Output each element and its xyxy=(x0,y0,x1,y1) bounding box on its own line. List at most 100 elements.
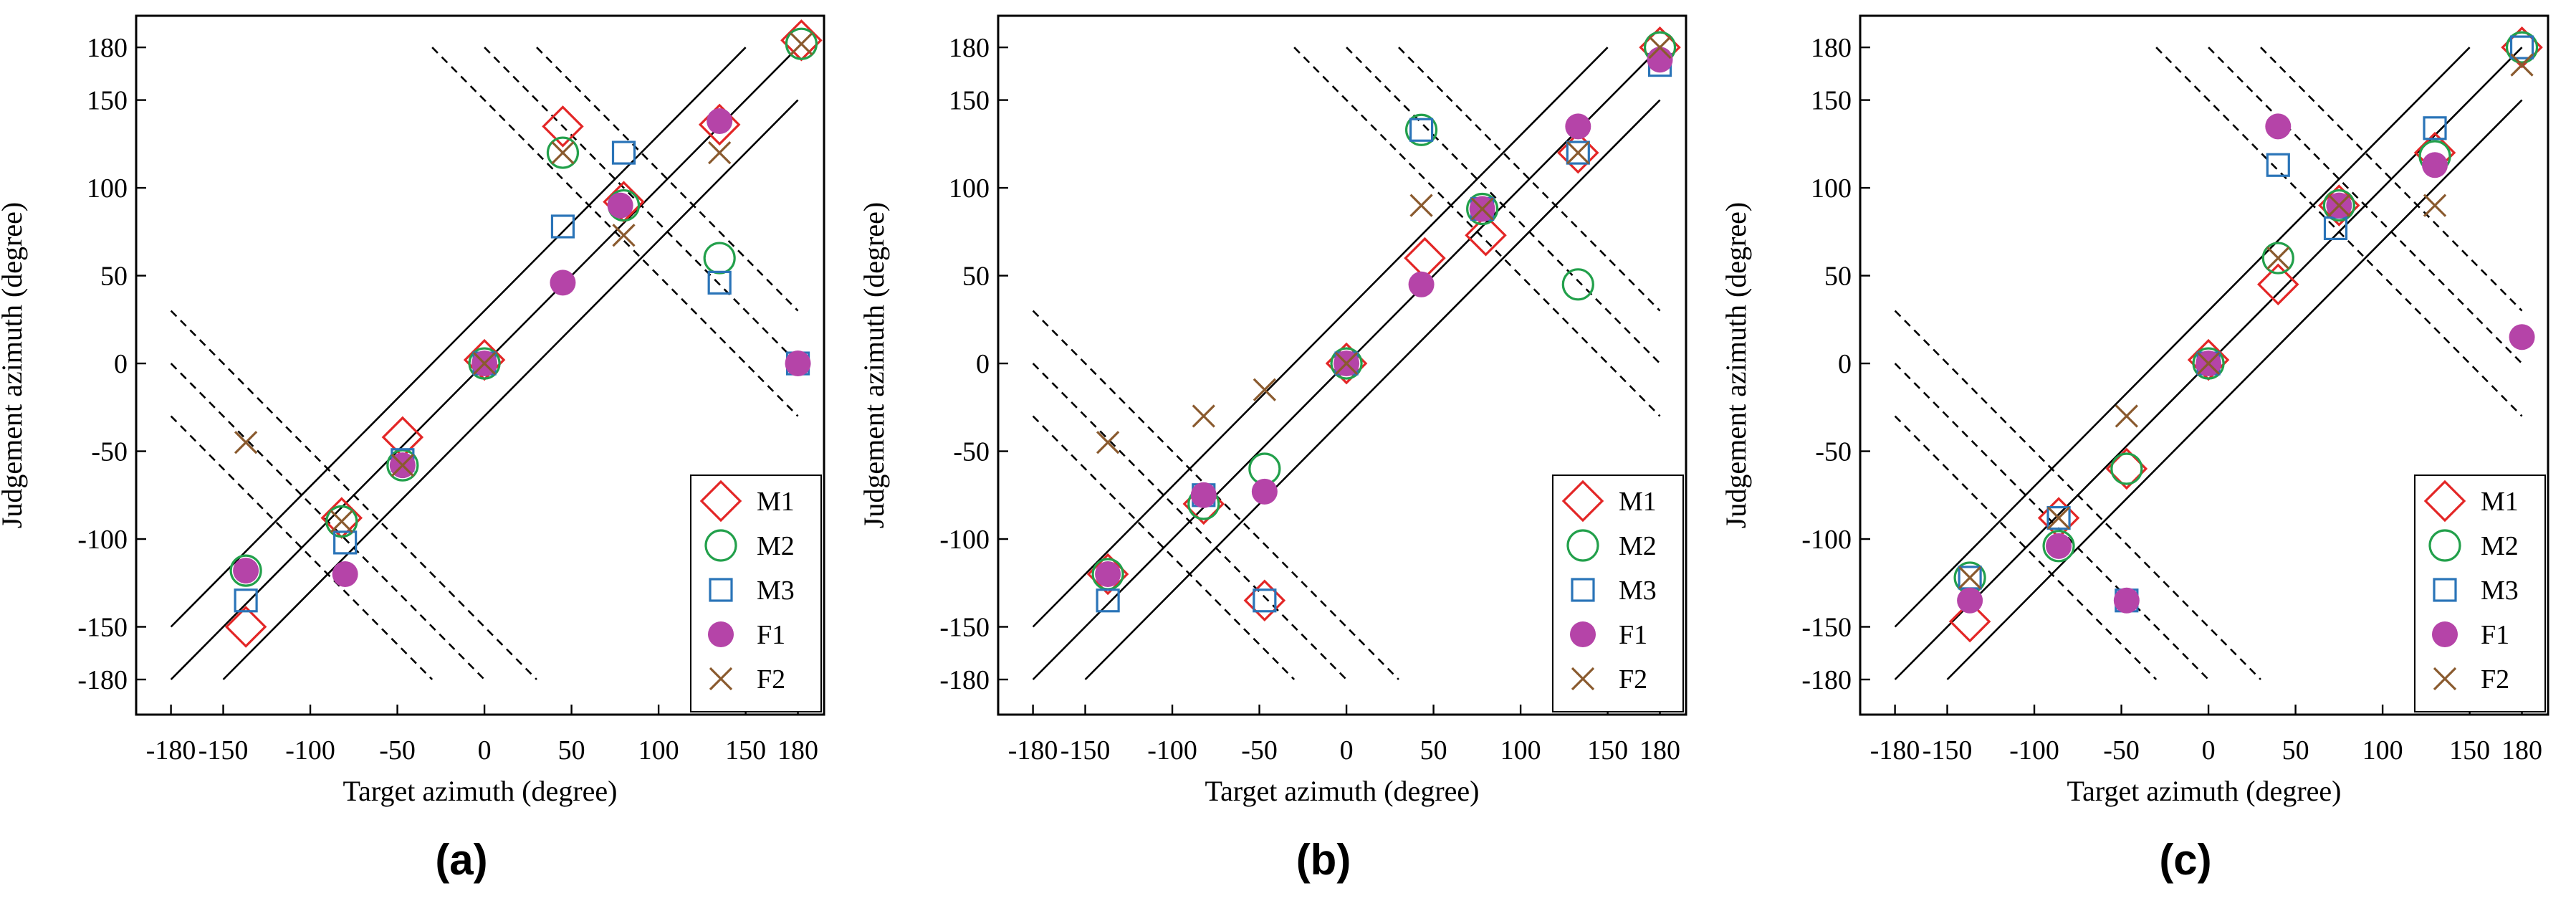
legend-label-f1: F1 xyxy=(2481,620,2509,650)
legend-label-f1: F1 xyxy=(757,620,785,650)
data-point-m2 xyxy=(785,27,818,60)
dashed-reference-line-8 xyxy=(2260,47,2523,312)
data-point-f2-stroke-2 xyxy=(1096,431,1120,454)
data-point-f2-stroke-2 xyxy=(1566,140,1590,165)
x-axis-label: Target azimuth (degree) xyxy=(343,775,618,807)
data-point-f1 xyxy=(550,270,576,296)
legend-box xyxy=(1552,475,1684,712)
data-point-f2-stroke-2 xyxy=(1958,566,1982,590)
y-tick-label: 100 xyxy=(949,173,990,204)
y-tick-label: -100 xyxy=(1801,525,1852,555)
data-point-f2 xyxy=(1192,404,1215,428)
panel-label-a: (a) xyxy=(435,836,488,884)
data-point-f1 xyxy=(1251,478,1278,505)
data-point-f1 xyxy=(233,558,259,584)
data-point-f2-stroke-2 xyxy=(2510,53,2534,77)
y-tick-label: 180 xyxy=(1811,33,1852,63)
x-tick-label: -180 xyxy=(146,735,196,766)
data-point-m3 xyxy=(1096,588,1120,613)
data-point-f2-stroke-2 xyxy=(2196,351,2221,376)
data-point-m2 xyxy=(468,347,501,380)
y-tick-label: 100 xyxy=(1811,173,1852,204)
legend-marker-f2 xyxy=(1571,667,1595,691)
legend-marker-f2-stroke-2 xyxy=(2433,667,2457,691)
data-point-f2 xyxy=(551,140,575,165)
x-tick-label: 0 xyxy=(2202,735,2216,766)
x-tick-label: 100 xyxy=(1500,735,1541,766)
y-tick-label: 180 xyxy=(87,33,128,63)
solid-reference-line-1 xyxy=(1894,47,2471,628)
data-point-f2 xyxy=(1409,194,1433,217)
data-point-f1 xyxy=(2509,324,2535,351)
legend-label-m1: M1 xyxy=(1619,487,1657,517)
data-point-f2-stroke-2 xyxy=(1334,351,1359,376)
dashed-reference-line-8 xyxy=(1398,47,1661,312)
y-tick-label: -150 xyxy=(939,613,990,643)
legend-label-m2: M2 xyxy=(2481,531,2519,561)
data-point-f1 xyxy=(2422,152,2448,178)
y-tick-label: 180 xyxy=(949,33,990,63)
data-point-f2 xyxy=(391,454,414,477)
legend-label-f2: F2 xyxy=(1619,664,1647,695)
legend-label-f1: F1 xyxy=(1619,620,1647,650)
legend-marker-m3 xyxy=(2433,578,2457,602)
solid-reference-line-3 xyxy=(222,99,799,680)
data-point-f2 xyxy=(472,351,497,376)
data-point-f2-stroke-2 xyxy=(1192,404,1215,428)
x-tick-label: -50 xyxy=(1241,735,1278,766)
legend-label-m1: M1 xyxy=(2481,487,2519,517)
legend-marker-f1 xyxy=(1570,621,1596,647)
legend-marker-f1 xyxy=(2432,621,2458,647)
legend-label-m2: M2 xyxy=(1619,531,1657,561)
dashed-reference-line-9 xyxy=(2155,47,2523,417)
dashed-reference-line-4 xyxy=(1894,310,2261,680)
legend-marker-f2-stroke-2 xyxy=(709,667,733,691)
x-tick-label: 100 xyxy=(2362,735,2403,766)
dashed-reference-line-8 xyxy=(536,47,799,312)
y-tick-label: -150 xyxy=(77,613,128,643)
legend-label-m3: M3 xyxy=(2481,576,2519,606)
data-point-f2-stroke-2 xyxy=(2115,404,2138,428)
x-tick-label: 180 xyxy=(1639,735,1680,766)
x-tick-label: 50 xyxy=(2282,735,2309,766)
data-point-f2 xyxy=(1334,351,1359,376)
legend-marker-m2 xyxy=(2428,529,2461,562)
data-point-m2 xyxy=(2322,189,2355,222)
data-point-f2-stroke-2 xyxy=(790,32,813,56)
y-tick-label: 50 xyxy=(962,262,990,292)
legend-label-f2: F2 xyxy=(2481,664,2509,695)
x-tick-label: 150 xyxy=(2449,735,2490,766)
legend-label-f2: F2 xyxy=(757,664,785,695)
data-point-m2 xyxy=(1330,347,1363,380)
data-point-f1 xyxy=(1957,587,1983,614)
x-tick-label: 0 xyxy=(1340,735,1354,766)
data-point-m1 xyxy=(698,103,741,146)
data-point-m3 xyxy=(2266,153,2290,177)
data-point-f2 xyxy=(612,224,636,247)
y-tick-label: -180 xyxy=(77,665,128,695)
y-axis-label: Judgement azimuth (degree) xyxy=(1720,202,1752,528)
y-axis-label: Judgement azimuth (degree) xyxy=(0,202,28,528)
x-tick-label: -150 xyxy=(1923,735,1973,766)
solid-reference-line-1 xyxy=(1032,47,1609,628)
legend-marker-m1 xyxy=(2423,480,2466,523)
data-point-m3 xyxy=(2423,116,2447,140)
data-point-m2 xyxy=(325,505,358,538)
data-point-f2-stroke-2 xyxy=(1648,35,1672,59)
plot-frame xyxy=(997,14,1687,716)
data-point-f2-stroke-2 xyxy=(1253,378,1276,401)
legend-label-m3: M3 xyxy=(757,576,795,606)
x-axis-label: Target azimuth (degree) xyxy=(2067,775,2342,807)
data-point-m2 xyxy=(2110,452,2143,485)
x-tick-label: -150 xyxy=(198,735,249,766)
data-point-f2-stroke-2 xyxy=(472,351,497,376)
data-point-f2-stroke-2 xyxy=(2046,506,2071,530)
data-point-f2 xyxy=(1253,378,1276,401)
data-point-m3 xyxy=(1409,118,1434,142)
series-f2 xyxy=(1958,53,2534,590)
dashed-reference-line-5 xyxy=(1894,363,2209,680)
y-tick-label: 0 xyxy=(976,349,990,379)
data-point-f2 xyxy=(2327,194,2351,217)
chart-panel-2: -180 -150 -100 -50 0 50 100 150 180-180-150-100-… xyxy=(858,14,1687,807)
data-point-m1 xyxy=(542,105,584,148)
